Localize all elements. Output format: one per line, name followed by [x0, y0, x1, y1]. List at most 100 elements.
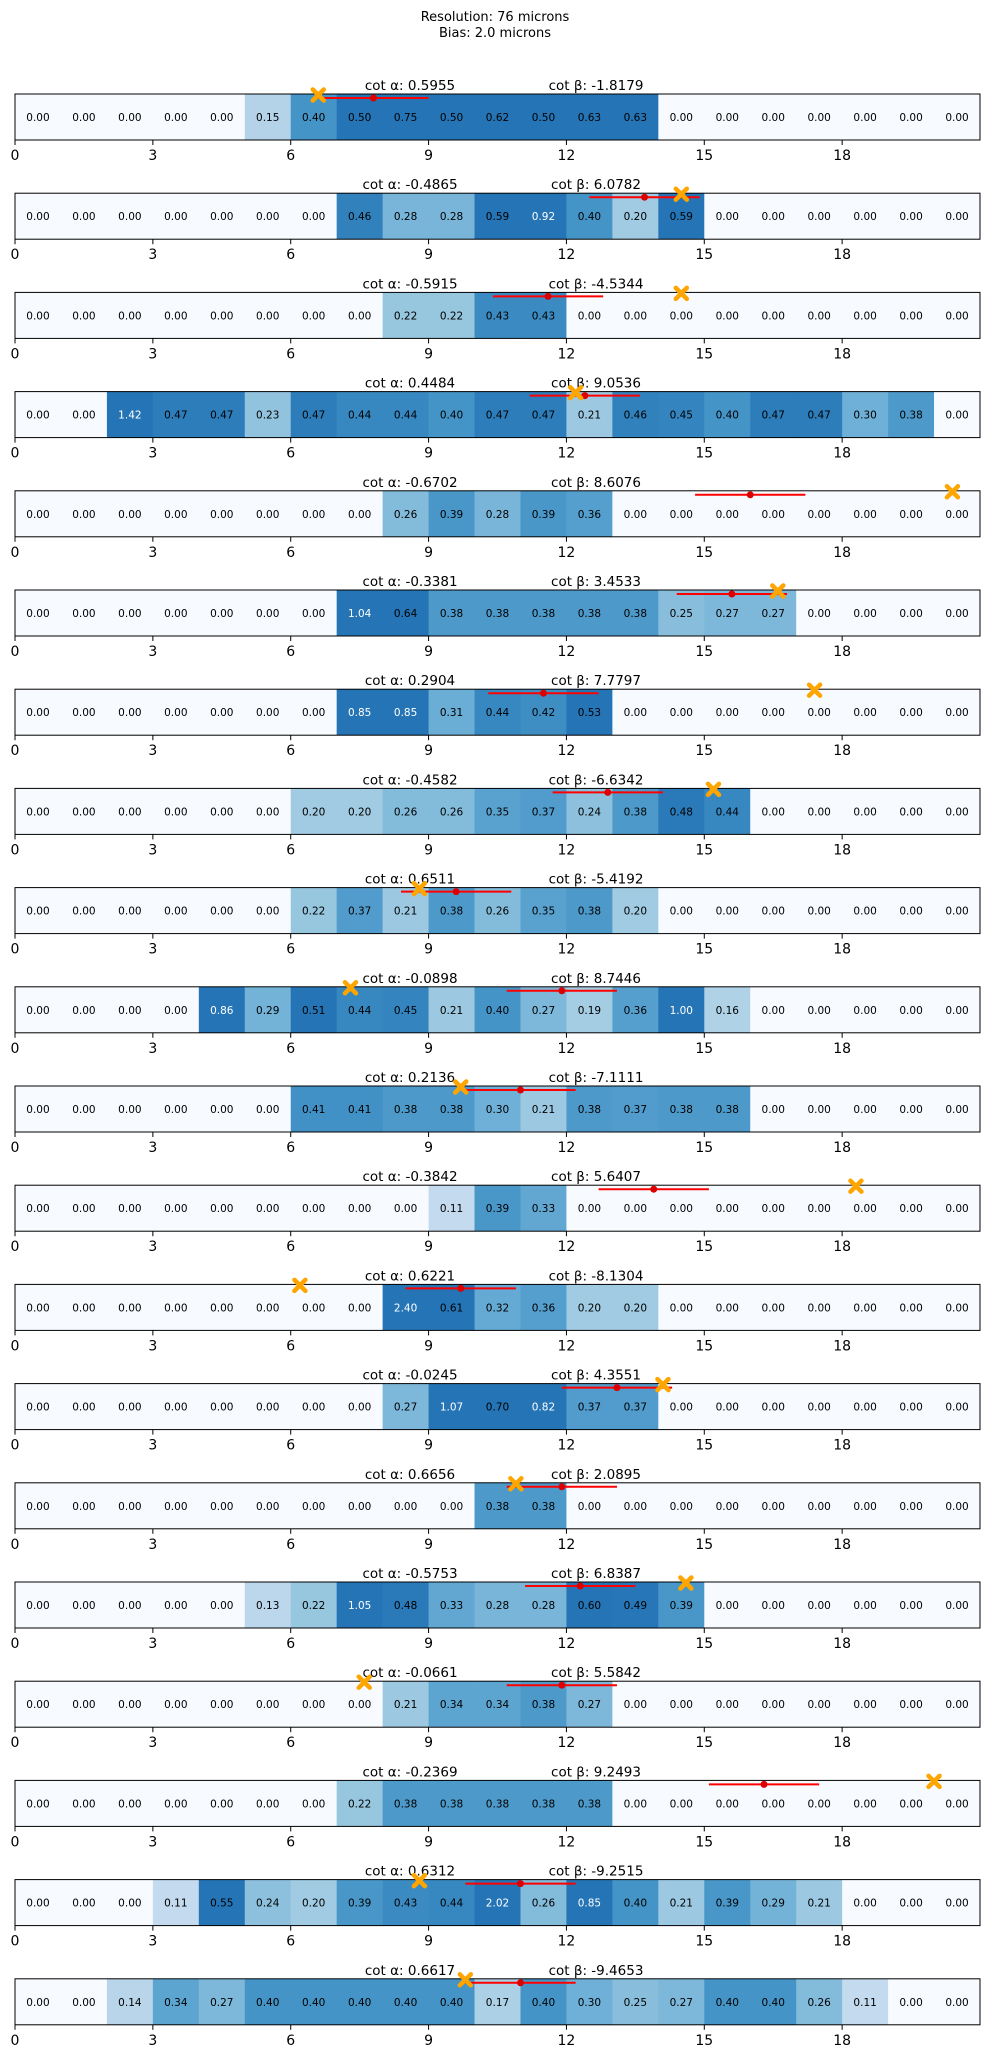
pixel-cell-value: 0.00 [716, 1302, 739, 1314]
pixel-row-3: cot α: -0.5915 cot β: -4.5344 0.00 0.00 0.00… [11, 276, 981, 362]
pixel-cell-value: 0.00 [72, 707, 95, 719]
pixel-cell [658, 986, 705, 1033]
cot-beta-label: cot β: 6.0782 [551, 177, 641, 193]
pixel-cell-value: 0.00 [899, 1600, 922, 1612]
axes-frame [14, 1779, 981, 1827]
pixel-cell-value: 0.20 [348, 806, 371, 818]
pixel-cell-value: 0.00 [716, 906, 739, 918]
pixel-cell [198, 1284, 246, 1331]
pixel-cell [152, 887, 200, 934]
pixel-cell [842, 1482, 889, 1529]
pixel-cell-value: 0.00 [164, 1600, 187, 1612]
pixel-cell [290, 193, 338, 240]
pixel-cell-value: 0.00 [118, 112, 141, 124]
estimate-point [576, 1582, 584, 1590]
chart-rows: cot α: 0.5955 cot β: -1.8179 0.00 0.00 0.00 0… [11, 78, 981, 2049]
pixel-cell-value: 0.00 [945, 608, 968, 620]
x-tick-label: 3 [148, 1735, 157, 1751]
pixel-cell [336, 490, 384, 537]
pixel-cell [152, 391, 200, 438]
pixel-cell [888, 986, 935, 1033]
pixel-cell [704, 788, 751, 835]
x-tick-label: 12 [558, 942, 576, 958]
pixel-cell-value: 0.26 [440, 806, 464, 818]
pixel-cell [382, 1086, 429, 1132]
x-tick-label: 9 [424, 446, 433, 462]
pixel-cell-value: 0.00 [164, 310, 187, 322]
pixel-cell-value: 0.22 [348, 1798, 371, 1810]
pixel-cell [888, 94, 935, 140]
pixel-cell [474, 292, 521, 339]
pixel-cell [15, 1879, 62, 1926]
pixel-cell-value: 0.00 [72, 211, 95, 223]
pixel-cell-value: 0.20 [302, 806, 325, 818]
pixel-cell [888, 1582, 935, 1628]
pixel-cell [704, 1284, 751, 1331]
pixel-cell-value: 0.38 [624, 608, 647, 620]
cot-beta-label: cot β: 8.6076 [551, 475, 641, 491]
axes-frame [14, 1085, 981, 1133]
pixel-cell-value: 0.33 [532, 1203, 555, 1215]
x-tick-label: 18 [833, 2033, 851, 2049]
pixel-cell-value: 1.00 [670, 1005, 693, 1017]
pixel-cell-value: 0.43 [532, 310, 555, 322]
true-position-marker [705, 781, 722, 798]
pixel-cell-value: 0.00 [853, 1898, 876, 1910]
pixel-cell-value: 0.36 [578, 509, 602, 521]
pixel-cell [704, 1482, 751, 1529]
x-tick-label: 0 [11, 247, 20, 263]
pixel-cell [612, 1978, 659, 2025]
pixel-cell [15, 292, 62, 339]
pixel-cell [934, 391, 981, 438]
pixel-cell-value: 0.00 [807, 707, 830, 719]
pixel-cell [198, 887, 246, 934]
pixel-cell [244, 590, 292, 636]
cot-alpha-label: cot α: 0.6511 [365, 872, 455, 888]
pixel-cell [658, 1383, 705, 1430]
pixel-cell [106, 193, 154, 240]
pixel-cell [198, 490, 246, 537]
pixel-cell-value: 0.00 [210, 112, 233, 124]
pixel-cell [750, 689, 797, 736]
pixel-cell-value: 0.00 [26, 211, 49, 223]
pixel-cell-value: 0.00 [762, 112, 785, 124]
pixel-cell [520, 590, 567, 636]
pixel-cell [658, 1780, 705, 1827]
pixel-cell [152, 1284, 200, 1331]
x-tick-label: 0 [11, 1834, 20, 1850]
axes-frame [14, 1184, 981, 1232]
pixel-cell-value: 0.47 [164, 410, 187, 422]
x-tick-label: 9 [424, 942, 433, 958]
pixel-cell [842, 1780, 889, 1827]
pixel-cell-value: 0.00 [26, 1005, 49, 1017]
pixel-cell-value: 0.34 [440, 1699, 464, 1711]
pixel-cell [796, 391, 843, 438]
x-tick-label: 3 [148, 942, 157, 958]
pixel-cell [934, 1482, 981, 1529]
pixel-cell-value: 0.00 [945, 1005, 968, 1017]
x-tick-label: 3 [148, 346, 157, 362]
pixel-cell [60, 94, 108, 140]
x-tick-label: 3 [148, 2033, 157, 2049]
pixel-cell [198, 391, 246, 438]
pixel-cell-value: 0.38 [578, 906, 601, 918]
pixel-cell [750, 94, 797, 140]
pixel-cell-value: 0.00 [762, 1600, 785, 1612]
pixel-cell [336, 1185, 384, 1232]
x-tick-label: 12 [558, 1438, 576, 1454]
pixel-cell-value: 0.00 [394, 1203, 417, 1215]
pixel-cell-value: 0.16 [716, 1005, 740, 1017]
pixel-cell-value: 0.37 [624, 1402, 647, 1414]
pixel-cell [566, 1482, 613, 1529]
pixel-cell-value: 0.00 [670, 707, 693, 719]
pixel-cell [106, 391, 154, 438]
pixel-cell [612, 1681, 659, 1728]
cot-beta-label: cot β: 4.3551 [551, 1368, 641, 1384]
pixel-cell [704, 490, 751, 537]
true-position-marker [655, 1376, 671, 1393]
pixel-cell [842, 1284, 889, 1331]
pixel-cell [704, 590, 751, 636]
pixel-cell-value: 0.37 [348, 906, 371, 918]
pixel-cell [198, 1482, 246, 1529]
estimate-point [613, 1384, 621, 1392]
